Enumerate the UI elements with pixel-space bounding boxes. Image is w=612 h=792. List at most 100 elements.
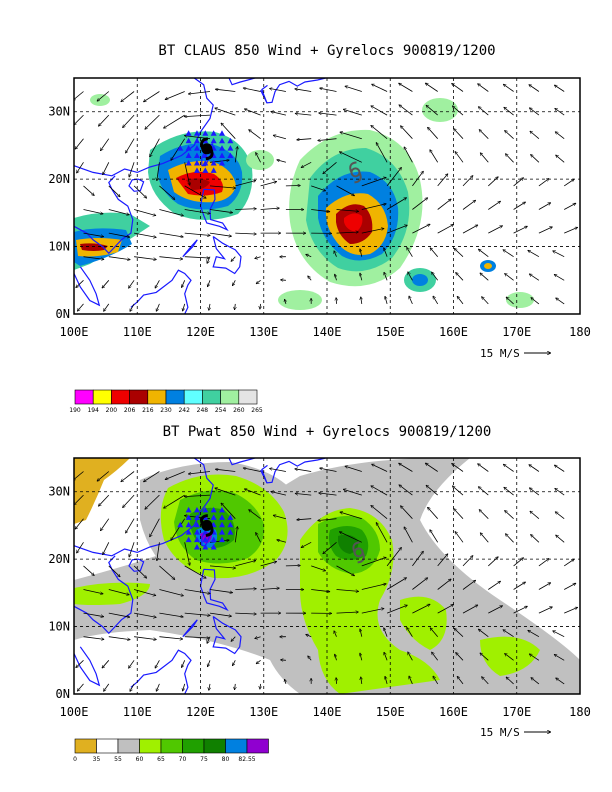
wind-vector (134, 232, 156, 237)
wind-vector (122, 114, 135, 128)
gyre-location-marker (219, 514, 226, 520)
wind-vector (234, 526, 237, 543)
wind-vector (108, 589, 130, 595)
wind-vector (361, 204, 387, 210)
colorbar-label: 230 (160, 407, 172, 414)
gyre-location-marker (185, 130, 192, 136)
wind-vector (360, 629, 362, 637)
wind-vector (255, 532, 261, 543)
wind-vector (530, 154, 540, 163)
wind-vector (157, 162, 160, 181)
wind-vector (555, 108, 565, 116)
lat-lon-grid (74, 78, 580, 314)
wind-vector (528, 629, 540, 638)
coastline-segment (182, 239, 198, 258)
wind-vector (452, 486, 464, 496)
wind-vector (334, 251, 337, 257)
wind-vector (480, 653, 489, 661)
wind-vector (407, 272, 413, 281)
gyre-location-marker (193, 167, 200, 173)
wind-vector (128, 280, 135, 288)
wind-vector (361, 297, 362, 304)
wind-vector (83, 565, 95, 576)
wind-vector (184, 542, 190, 565)
wind-vector (74, 494, 84, 505)
colorbar-label: 80 (222, 756, 230, 763)
wind-vector (207, 660, 211, 667)
wind-vector (399, 485, 413, 496)
colorbar-swatch (96, 738, 119, 754)
wind-vector (269, 88, 286, 92)
wind-vector (437, 554, 448, 567)
wind-vector (478, 629, 489, 638)
wind-vector (398, 82, 413, 92)
wind-vector (385, 296, 388, 305)
wind-vector (462, 175, 473, 187)
coastline-segment (128, 178, 145, 192)
wind-vector (538, 178, 549, 187)
wind-vector (538, 227, 553, 234)
wind-vector (323, 161, 337, 174)
wind-vector (108, 636, 131, 640)
wind-vectors (74, 82, 578, 312)
gyre-location-marker (202, 130, 209, 136)
wind-vector (513, 201, 526, 210)
wind-vector (306, 634, 312, 638)
wind-vector (231, 256, 236, 262)
wind-vector (506, 297, 514, 305)
gyre-location-marker (219, 529, 226, 535)
colorbar-swatch (225, 738, 248, 754)
colorbar-swatch (246, 738, 269, 754)
wind-vector (361, 557, 387, 567)
wind-vector (529, 465, 540, 472)
panel-claus: BT CLAUS 850 Wind + Gyrelocs 900819/1200 (48, 43, 591, 414)
colorbar-swatch (111, 389, 130, 405)
gyre-location-marker (202, 167, 209, 173)
wind-vector (183, 683, 186, 691)
wind-vector (425, 463, 438, 472)
wind-vector (335, 274, 337, 281)
wind-vector (249, 130, 261, 140)
wind-vector (406, 627, 413, 637)
x-tick-label: 180 (569, 325, 591, 339)
gyre-location-marker (219, 152, 226, 159)
wind-vector (159, 256, 183, 259)
wind-vector (149, 518, 160, 537)
wind-vector (209, 612, 232, 616)
wind-vector (361, 677, 362, 684)
wind-vector (340, 132, 362, 140)
gyre-location-marker (193, 529, 200, 535)
wind-vector (437, 579, 452, 590)
x-tick-label: 130E (249, 705, 278, 719)
x-tick-labels: 100E 110E 120E 130E 140E 150E 160E 170E 180 (60, 705, 591, 719)
wind-vector (506, 677, 514, 685)
storm-symbol-icon (349, 161, 362, 184)
gyre-location-marker (210, 137, 217, 144)
wind-vector (157, 542, 160, 561)
wind-vector (504, 130, 514, 139)
gyre-location-marker (227, 529, 234, 535)
wind-vector (386, 225, 407, 234)
colorbar-label: 248 (197, 407, 209, 414)
wind-vector (513, 558, 524, 567)
gyre-location-marker (202, 529, 209, 535)
wind-vector (231, 280, 236, 286)
gyre-location-marker (210, 506, 217, 513)
wind-vector (488, 581, 500, 590)
wind-vector (371, 105, 388, 116)
y-tick-label: 20N (48, 172, 70, 186)
wind-vector (336, 209, 359, 212)
wind-vector (427, 127, 438, 139)
wind-vector (319, 468, 337, 472)
storm-symbol-icon (352, 541, 365, 564)
reference-vector-label: 15 M/S (480, 347, 520, 360)
wind-vector (384, 272, 388, 281)
wind-vector (301, 161, 312, 169)
wind-vector (75, 518, 84, 530)
wind-vector (108, 232, 130, 237)
colorbar-swatch (183, 389, 203, 405)
wind-vector (437, 199, 452, 210)
wind-vector (503, 84, 514, 92)
wind-vector (504, 107, 514, 116)
gyre-location-marker (193, 152, 200, 159)
